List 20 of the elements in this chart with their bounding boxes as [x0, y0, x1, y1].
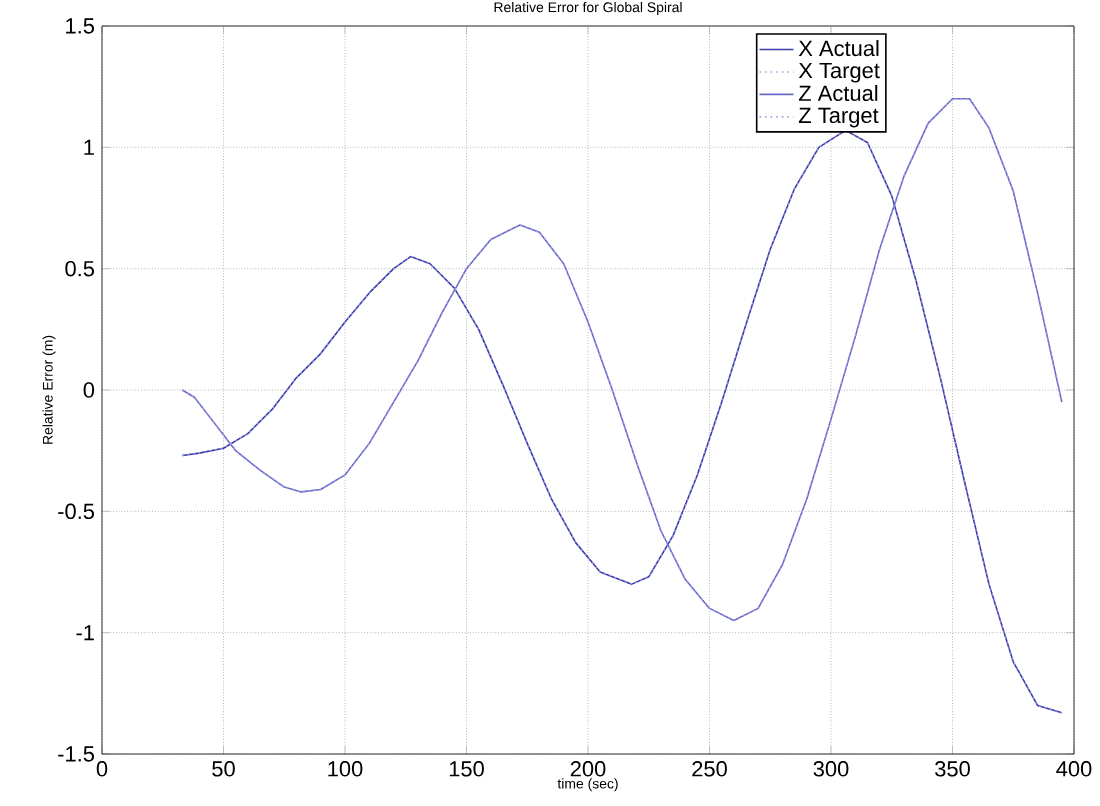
x-tick-label: 100	[328, 761, 363, 777]
y-tick-label: 1.5	[66, 18, 95, 34]
x-tick-label: 200	[570, 761, 606, 777]
x-tick-label: 400	[1056, 761, 1092, 777]
x-tick-label: 150	[449, 761, 484, 777]
y-tick-label: -0.5	[58, 503, 95, 520]
x-tick-label: 350	[935, 761, 970, 777]
legend-label: Z Actual	[798, 84, 878, 102]
y-tick-label: 1	[84, 139, 94, 155]
legend-label: X Target	[798, 62, 880, 83]
y-tick-label: 0	[83, 382, 95, 398]
x-tick-label: 0	[96, 761, 108, 777]
y-tick-label: -1.5	[58, 746, 95, 762]
legend-label: X Actual	[798, 40, 879, 57]
x-tick-label: 300	[813, 761, 849, 777]
y-tick-label: 0.5	[65, 260, 95, 277]
x-tick-label: 250	[692, 761, 727, 777]
y-tick-label: -1	[76, 625, 94, 641]
legend-label: Z Target	[798, 107, 879, 128]
x-tick-label: 50	[212, 761, 235, 777]
